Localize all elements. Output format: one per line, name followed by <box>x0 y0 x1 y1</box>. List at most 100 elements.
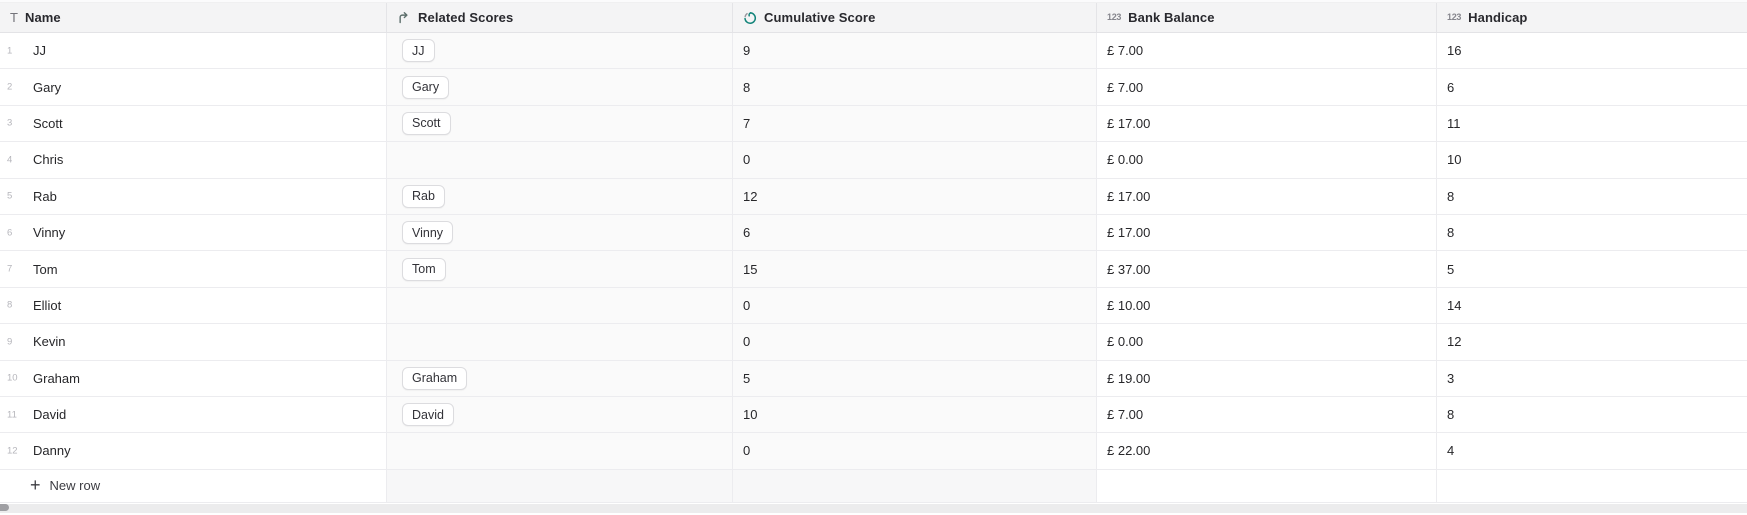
name-cell[interactable]: 5 Rab <box>0 178 387 214</box>
table-row: 3 Scott Scott 7 £ 17.00 11 <box>0 105 1747 143</box>
name-value: Rab <box>33 188 57 204</box>
name-cell[interactable]: 6 Vinny <box>0 214 387 251</box>
name-cell[interactable]: 10 Graham <box>0 360 387 396</box>
name-cell[interactable]: 7 Tom <box>0 251 387 287</box>
name-value: Graham <box>33 370 80 386</box>
bank-balance-cell[interactable]: £ 17.00 <box>1097 105 1437 142</box>
column-header-related-scores[interactable]: Related Scores <box>387 3 733 32</box>
cumulative-score-cell[interactable]: 6 <box>733 214 1097 251</box>
number-field-icon: 123 <box>1107 12 1122 22</box>
scrollbar-thumb[interactable] <box>0 504 9 511</box>
handicap-cell[interactable]: 8 <box>1437 215 1747 250</box>
bank-balance-value: £ 37.00 <box>1107 261 1151 277</box>
related-scores-cell[interactable]: Gary <box>387 69 733 105</box>
cumulative-score-cell[interactable]: 15 <box>733 251 1097 287</box>
handicap-cell[interactable]: 5 <box>1437 251 1747 286</box>
handicap-value: 10 <box>1447 152 1462 168</box>
cumulative-score-value: 10 <box>743 407 758 423</box>
related-scores-cell[interactable] <box>387 324 733 360</box>
name-cell[interactable]: 1 JJ <box>0 33 387 69</box>
handicap-value: 16 <box>1447 43 1462 59</box>
handicap-cell[interactable]: 8 <box>1437 397 1747 432</box>
bank-balance-cell[interactable]: £ 0.00 <box>1097 142 1437 178</box>
new-row-cell <box>387 469 733 502</box>
related-scores-cell[interactable]: Scott <box>387 105 733 142</box>
cumulative-score-cell[interactable]: 0 <box>733 287 1097 324</box>
related-scores-cell[interactable] <box>387 287 733 324</box>
cumulative-score-cell[interactable]: 5 <box>733 360 1097 396</box>
related-scores-cell[interactable]: Rab <box>387 178 733 214</box>
bank-balance-cell[interactable]: £ 7.00 <box>1097 396 1437 433</box>
bank-balance-cell[interactable]: £ 0.00 <box>1097 324 1437 360</box>
link-chip[interactable]: Tom <box>402 257 446 281</box>
column-header-cumulative-score[interactable]: Cumulative Score <box>733 3 1097 32</box>
link-chip[interactable]: JJ <box>402 39 435 63</box>
related-scores-cell[interactable]: JJ <box>387 33 733 69</box>
row-number: 10 <box>7 372 18 384</box>
handicap-cell[interactable]: 16 <box>1437 33 1747 68</box>
link-chip[interactable]: Graham <box>402 366 468 390</box>
handicap-cell[interactable]: 12 <box>1437 324 1747 359</box>
bank-balance-cell[interactable]: £ 17.00 <box>1097 214 1437 251</box>
handicap-cell[interactable]: 6 <box>1437 69 1747 104</box>
cumulative-score-cell[interactable]: 0 <box>733 324 1097 360</box>
name-cell[interactable]: 11 David <box>0 396 387 433</box>
new-row-button[interactable]: + New row <box>0 469 387 502</box>
name-value: Gary <box>33 79 62 95</box>
bank-balance-cell[interactable]: £ 37.00 <box>1097 251 1437 287</box>
column-header-handicap[interactable]: 123 Handicap <box>1437 3 1747 32</box>
name-cell[interactable]: 2 Gary <box>0 69 387 105</box>
row-number: 3 <box>7 117 13 129</box>
handicap-cell[interactable]: 8 <box>1437 179 1747 214</box>
bank-balance-value: £ 7.00 <box>1107 407 1144 423</box>
link-chip[interactable]: Rab <box>402 184 445 208</box>
cumulative-score-cell[interactable]: 10 <box>733 396 1097 433</box>
handicap-cell[interactable]: 14 <box>1437 288 1747 323</box>
link-chip[interactable]: Scott <box>402 111 451 135</box>
bank-balance-cell[interactable]: £ 7.00 <box>1097 69 1437 105</box>
horizontal-scrollbar[interactable] <box>0 503 1747 515</box>
handicap-cell[interactable]: 3 <box>1437 361 1747 396</box>
related-scores-cell[interactable]: Graham <box>387 360 733 396</box>
link-chip[interactable]: Gary <box>402 75 450 99</box>
name-cell[interactable]: 12 Danny <box>0 433 387 469</box>
name-cell[interactable]: 3 Scott <box>0 105 387 142</box>
name-cell[interactable]: 9 Kevin <box>0 324 387 360</box>
cumulative-score-cell[interactable]: 0 <box>733 142 1097 178</box>
scrollbar-track[interactable] <box>0 504 1747 513</box>
name-cell[interactable]: 8 Elliot <box>0 287 387 324</box>
bank-balance-cell[interactable]: £ 19.00 <box>1097 360 1437 396</box>
cumulative-score-cell[interactable]: 0 <box>733 433 1097 469</box>
rollup-field-icon <box>743 11 757 25</box>
link-chip[interactable]: Vinny <box>402 221 454 245</box>
bank-balance-cell[interactable]: £ 10.00 <box>1097 287 1437 324</box>
column-header-name[interactable]: T Name <box>0 3 387 32</box>
handicap-cell[interactable]: 4 <box>1437 433 1747 468</box>
row-number: 11 <box>7 409 17 421</box>
related-scores-cell[interactable]: Vinny <box>387 214 733 251</box>
table-row: 8 Elliot 0 £ 10.00 14 <box>0 287 1747 325</box>
related-scores-cell[interactable]: Tom <box>387 251 733 287</box>
bank-balance-cell[interactable]: £ 22.00 <box>1097 433 1437 469</box>
row-number: 8 <box>7 299 13 311</box>
cumulative-score-value: 0 <box>743 152 751 168</box>
table-row: 10 Graham Graham 5 £ 19.00 3 <box>0 360 1747 397</box>
column-header-bank-balance[interactable]: 123 Bank Balance <box>1097 3 1437 32</box>
bank-balance-cell[interactable]: £ 17.00 <box>1097 178 1437 214</box>
handicap-cell[interactable]: 10 <box>1437 142 1747 177</box>
cumulative-score-cell[interactable]: 9 <box>733 33 1097 69</box>
cumulative-score-value: 0 <box>743 334 751 350</box>
related-scores-cell[interactable] <box>387 433 733 469</box>
related-scores-cell[interactable]: David <box>387 396 733 433</box>
name-cell[interactable]: 4 Chris <box>0 142 387 178</box>
cumulative-score-cell[interactable]: 8 <box>733 69 1097 105</box>
bank-balance-cell[interactable]: £ 7.00 <box>1097 33 1437 69</box>
handicap-cell[interactable]: 11 <box>1437 106 1747 141</box>
handicap-value: 5 <box>1447 261 1455 277</box>
bank-balance-value: £ 17.00 <box>1107 225 1151 241</box>
link-chip[interactable]: David <box>402 403 454 427</box>
new-row-cell <box>1097 469 1437 502</box>
related-scores-cell[interactable] <box>387 142 733 178</box>
cumulative-score-cell[interactable]: 7 <box>733 105 1097 142</box>
cumulative-score-cell[interactable]: 12 <box>733 178 1097 214</box>
